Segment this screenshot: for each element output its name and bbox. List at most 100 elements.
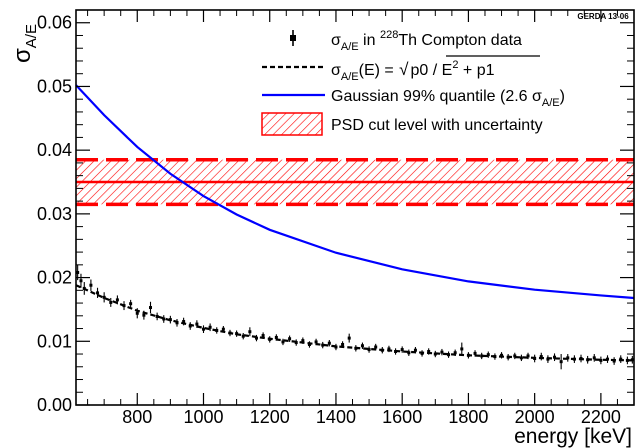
data-point xyxy=(261,334,265,338)
y-tick-label: 0.02 xyxy=(37,268,72,288)
data-point xyxy=(235,332,239,336)
experiment-tag: GERDA 13-06 xyxy=(577,12,629,21)
data-point xyxy=(630,358,634,362)
x-tick-label: 1200 xyxy=(250,407,290,427)
data-point xyxy=(347,336,351,340)
data-point xyxy=(327,341,331,345)
data-point xyxy=(533,356,537,360)
data-point xyxy=(440,350,444,354)
data-point xyxy=(102,295,106,299)
data-point xyxy=(612,359,616,363)
plot-frame xyxy=(75,9,635,406)
data-point xyxy=(135,311,139,315)
data-point xyxy=(407,351,411,355)
y-tick-label: 0.03 xyxy=(37,204,72,224)
data-point xyxy=(380,348,384,352)
data-point xyxy=(427,349,431,353)
data-point xyxy=(142,313,146,317)
data-point xyxy=(115,298,119,302)
x-tick-label: 2000 xyxy=(515,407,555,427)
data-point xyxy=(360,344,364,348)
data-point xyxy=(79,279,83,283)
data-point xyxy=(586,358,590,362)
data-point xyxy=(553,355,557,359)
x-tick-label: 1600 xyxy=(382,407,422,427)
data-point xyxy=(453,351,457,355)
data-point xyxy=(559,360,563,364)
data-point xyxy=(506,355,510,359)
data-point xyxy=(466,353,470,357)
legend-label-data: σA/E in 228Th Compton data xyxy=(331,29,522,53)
data-point xyxy=(579,356,583,360)
data-point xyxy=(274,335,278,339)
y-tick-label: 0.05 xyxy=(37,76,72,96)
data-point xyxy=(592,356,596,360)
data-point xyxy=(281,340,285,344)
data-point xyxy=(493,355,497,359)
data-point xyxy=(268,337,272,341)
data-point xyxy=(288,337,292,341)
data-point xyxy=(400,348,404,352)
x-axis-label: energy [keV] xyxy=(514,425,632,448)
x-tick-label: 2200 xyxy=(581,407,621,427)
y-axis-label-sub: A/E xyxy=(23,24,40,48)
data-point xyxy=(241,334,245,338)
legend-swatch-band xyxy=(261,112,323,136)
data-point xyxy=(82,286,86,290)
legend-marker-data xyxy=(290,30,296,46)
data-point xyxy=(500,353,504,357)
y-tick-label: 0.00 xyxy=(37,395,72,415)
legend: σA/E in 228Th Compton data σA/E(E) = √ p0… xyxy=(261,29,565,136)
data-point xyxy=(294,341,298,345)
axes: 800 1000 1200 1400 1600 1800 2000 2200 0.00 0.01 0… xyxy=(37,10,635,427)
data-point xyxy=(526,354,530,358)
x-tick-label: 1400 xyxy=(316,407,356,427)
data-point xyxy=(188,324,192,328)
data-point xyxy=(228,331,232,335)
data-point xyxy=(195,322,199,326)
data-point xyxy=(96,291,100,295)
data-point xyxy=(619,357,623,361)
data-point xyxy=(89,283,93,287)
y-axis-label: σA/E xyxy=(9,24,40,63)
gaussian-quantile-curve xyxy=(75,84,635,300)
data-point xyxy=(155,314,159,318)
data-point xyxy=(367,348,371,352)
data-point xyxy=(76,270,80,274)
legend-label-fit: σA/E(E) = √ p0 / E2 + p1 xyxy=(331,59,495,83)
data-point xyxy=(513,354,517,358)
data-point xyxy=(301,339,305,343)
data-point xyxy=(221,327,225,331)
data-point xyxy=(307,342,311,346)
data-point xyxy=(566,356,570,360)
data-point xyxy=(334,345,338,349)
data-point xyxy=(394,349,398,353)
data-point xyxy=(109,300,113,304)
data-point xyxy=(447,353,451,357)
data-point xyxy=(314,340,318,344)
data-point xyxy=(374,345,378,349)
data-point xyxy=(215,328,219,332)
data-point xyxy=(460,347,464,351)
x-tick-label: 800 xyxy=(122,407,152,427)
data-point xyxy=(480,354,484,358)
data-point xyxy=(606,357,610,361)
data-point xyxy=(201,327,205,331)
data-point xyxy=(519,356,523,360)
data-point xyxy=(162,317,166,321)
y-tick-label: 0.01 xyxy=(37,331,72,351)
data-point xyxy=(625,358,629,362)
y-tick-label: 0.06 xyxy=(37,13,72,33)
data-point xyxy=(149,306,153,310)
data-point xyxy=(254,336,258,340)
data-point xyxy=(182,320,186,324)
data-point xyxy=(572,357,576,361)
data-point xyxy=(387,347,391,351)
legend-label-band: PSD cut level with uncertainty xyxy=(331,117,543,134)
data-point xyxy=(433,352,437,356)
legend-label-gauss: Gaussian 99% quantile (2.6 σA/E) xyxy=(331,88,565,109)
data-point xyxy=(248,330,252,334)
data-point xyxy=(539,355,543,359)
data-point xyxy=(473,351,477,355)
